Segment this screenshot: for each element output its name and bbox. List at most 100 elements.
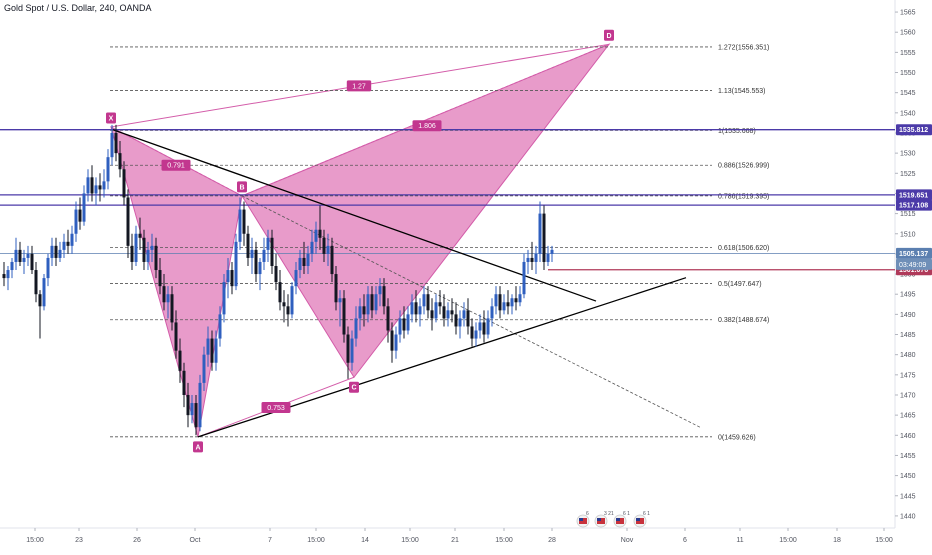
flag-canton: [579, 518, 583, 521]
y-tick-label: 1480: [900, 352, 916, 359]
candle-body: [266, 237, 270, 250]
candle-body: [238, 209, 242, 242]
x-tick-label: 7: [268, 537, 272, 544]
ratio-label-box: [346, 80, 372, 92]
price-label-box: [896, 189, 932, 201]
pattern-point-box: [237, 181, 247, 193]
y-tick-label: 1545: [900, 90, 916, 97]
candle-body: [150, 245, 154, 250]
pattern-point-label: D: [606, 33, 611, 40]
candle-body: [366, 294, 370, 315]
y-tick-label: 1450: [900, 473, 916, 480]
candle-body: [122, 169, 126, 198]
candle-body: [46, 257, 50, 279]
candle-body: [382, 286, 386, 307]
x-tick-label: 11: [736, 537, 743, 544]
price-label-text: 1505.137: [899, 251, 928, 258]
candle-body: [74, 209, 78, 234]
candle-body: [438, 302, 442, 307]
pattern-point-label: A: [195, 444, 200, 451]
y-tick-label: 1530: [900, 151, 916, 158]
y-tick-label: 1465: [900, 413, 916, 420]
candle-body: [310, 241, 314, 254]
flag-canton: [636, 518, 640, 521]
x-tick-label: 28: [548, 537, 556, 544]
candle-body: [10, 261, 14, 271]
candle-body: [146, 249, 150, 262]
candle-body: [258, 261, 262, 275]
candle-body: [494, 294, 498, 307]
pattern-point-box: [349, 381, 359, 393]
pattern-point-box: [604, 29, 614, 41]
candle-body: [62, 241, 66, 250]
y-tick-label: 1440: [900, 513, 916, 520]
candle-body: [478, 322, 482, 331]
y-tick-label: 1455: [900, 453, 916, 460]
x-tick-label: 15:00: [875, 537, 893, 544]
candle-body: [414, 302, 418, 315]
candle-body: [214, 338, 218, 363]
y-tick-label: 1485: [900, 332, 916, 339]
candle-body: [270, 237, 274, 266]
candle-body: [498, 294, 502, 311]
y-tick-label: 1460: [900, 433, 916, 440]
pattern-triangle-bcd: [241, 43, 611, 379]
candle-body: [30, 253, 34, 271]
candle-body: [302, 257, 306, 266]
ratio-label-box: [161, 159, 191, 171]
y-tick-label: 1565: [900, 10, 916, 17]
candle-body: [294, 270, 298, 287]
candle-body: [42, 278, 46, 307]
pattern-point-label: X: [109, 115, 114, 122]
candle-body: [490, 306, 494, 319]
candle-body: [218, 314, 222, 339]
candle-body: [538, 213, 542, 254]
x-tick-label: 15:00: [495, 537, 513, 544]
candle-body: [426, 294, 430, 311]
candle-body: [358, 306, 362, 319]
candle-body: [190, 403, 194, 416]
candle-body: [194, 403, 198, 428]
candle-body: [550, 249, 554, 254]
candle-body: [306, 253, 310, 266]
x-tick-label: 15:00: [779, 537, 797, 544]
y-tick-label: 1555: [900, 50, 916, 57]
y-tick-label: 1550: [900, 70, 916, 77]
y-tick-label: 1560: [900, 30, 916, 37]
candle-body: [434, 302, 438, 319]
candle-body: [318, 229, 322, 238]
candle-body: [234, 241, 238, 287]
fib-level-label: 1(1535.668): [718, 128, 756, 135]
price-label-box: [896, 124, 932, 136]
candle-body: [330, 245, 334, 275]
flag-canton: [597, 518, 601, 521]
candle-body: [514, 298, 518, 303]
candle-body: [66, 241, 70, 246]
candle-body: [118, 153, 122, 170]
flag-badge-count: 6 1: [623, 511, 630, 517]
x-tick-label: 15:00: [307, 537, 325, 544]
candle-body: [418, 306, 422, 315]
candle-body: [362, 306, 366, 315]
candle-body: [482, 322, 486, 335]
candle-body: [506, 302, 510, 307]
pattern-point-box: [106, 112, 116, 124]
y-tick-label: 1525: [900, 171, 916, 178]
flag-badge-count: 3 21: [604, 511, 614, 517]
candle-body: [162, 286, 166, 303]
candle-body: [522, 261, 526, 295]
candle-body: [534, 253, 538, 262]
y-tick-label: 1470: [900, 392, 916, 399]
candle-body: [370, 294, 374, 311]
candle-body: [6, 270, 10, 279]
y-tick-label: 1515: [900, 211, 916, 218]
candle-body: [530, 257, 534, 262]
candle-body: [138, 233, 142, 238]
candle-body: [474, 330, 478, 339]
candle-body: [510, 298, 514, 307]
candle-body: [342, 298, 346, 335]
candle-body: [18, 249, 22, 262]
candle-body: [486, 318, 490, 335]
